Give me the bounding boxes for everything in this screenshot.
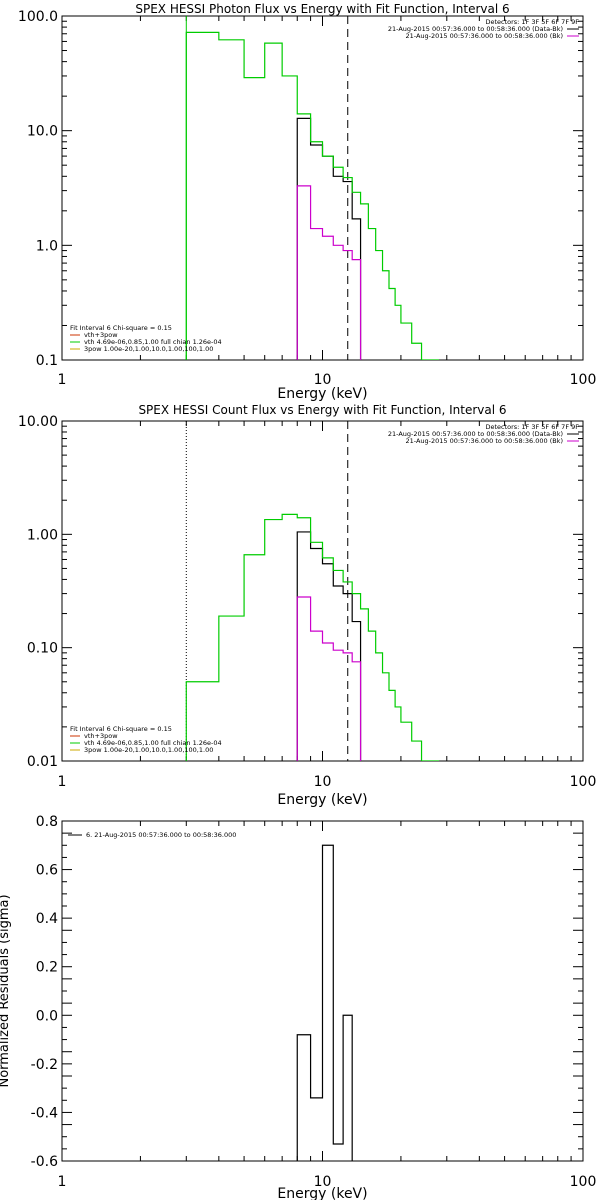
series-1-step-line bbox=[296, 531, 362, 761]
y-tick-label: -0.2 bbox=[31, 1057, 58, 1073]
chart-panel-1 bbox=[61, 15, 584, 361]
y-tick-label: 10.0 bbox=[27, 124, 58, 140]
y-tick-label: 0.0 bbox=[36, 1008, 58, 1024]
y-axis-label: Normalized Residuals (sigma) bbox=[0, 894, 12, 1087]
chart-title: SPEX HESSI Count Flux vs Energy with Fit… bbox=[138, 403, 506, 417]
y-tick-label: 1.00 bbox=[27, 527, 58, 543]
y-tick-label: 0.6 bbox=[36, 863, 58, 879]
x-tick-label: 1 bbox=[58, 774, 67, 790]
legend-entry: 21-Aug-2015 00:57:36.000 to 00:58:36.000… bbox=[388, 430, 563, 438]
legend-entry: vth+3pow bbox=[84, 331, 118, 339]
x-tick-label: 10 bbox=[314, 372, 332, 388]
series-3-step-line bbox=[296, 596, 362, 761]
y-tick-label: 0.01 bbox=[27, 754, 58, 770]
legend-entry: 3pow 1.00e-20,1.00,10.0,1.00,100,1.00 bbox=[84, 746, 213, 754]
x-tick-label: 100 bbox=[570, 372, 597, 388]
x-axis-label: Energy (keV) bbox=[277, 792, 367, 808]
series-2-step-line bbox=[185, 513, 439, 761]
y-tick-label: 100.0 bbox=[18, 9, 58, 25]
legend-entry: vth 4.69e-06,0.85,1.00 full chian 1.26e-… bbox=[84, 739, 222, 747]
y-tick-label: 0.10 bbox=[27, 641, 58, 657]
x-tick-label: 1 bbox=[58, 1174, 67, 1190]
legend-detectors: Detectors: 1F 3F 5F 6F 7F 9F bbox=[485, 18, 579, 26]
y-tick-label: -0.6 bbox=[31, 1154, 58, 1170]
series-group bbox=[296, 844, 353, 1161]
series-group bbox=[185, 31, 439, 360]
legend-entry: vth+3pow bbox=[84, 732, 118, 740]
chart-panel-3 bbox=[61, 820, 584, 1162]
legend-entry: 21-Aug-2015 00:57:36.000 to 00:58:36.000… bbox=[406, 437, 563, 445]
legend-entry: 21-Aug-2015 00:57:36.000 to 00:58:36.000… bbox=[388, 25, 563, 33]
plot-frame bbox=[61, 15, 584, 361]
legend-entry: 3pow 1.00e-20,1.00,10.0,1.00,100,1.00 bbox=[84, 345, 213, 353]
y-tick-label: 10.00 bbox=[18, 414, 58, 430]
series-group bbox=[185, 513, 439, 761]
y-tick-label: -0.4 bbox=[31, 1105, 58, 1121]
series-1-step-line bbox=[296, 844, 353, 1161]
legend-detectors: Detectors: 1F 3F 5F 6F 7F 9F bbox=[485, 423, 579, 431]
y-tick-label: 0.2 bbox=[36, 960, 58, 976]
y-tick-label: 0.4 bbox=[36, 911, 58, 927]
chart-title: SPEX HESSI Photon Flux vs Energy with Fi… bbox=[135, 2, 509, 16]
legend-entry: 21-Aug-2015 00:57:36.000 to 00:58:36.000… bbox=[406, 32, 563, 40]
legend-entry: vth 4.69e-06,0.85,1.00 full chian 1.26e-… bbox=[84, 338, 222, 346]
x-tick-label: 100 bbox=[570, 774, 597, 790]
x-tick-label: 1 bbox=[58, 372, 67, 388]
series-3-step-line bbox=[296, 185, 362, 360]
legend-fit-info: Fit Interval 6 Chi-square = 0.15 bbox=[70, 725, 172, 733]
x-tick-label: 100 bbox=[570, 1174, 597, 1190]
legend-fit-info: Fit Interval 6 Chi-square = 0.15 bbox=[70, 324, 172, 332]
x-tick-label: 10 bbox=[314, 1174, 332, 1190]
x-tick-label: 10 bbox=[314, 774, 332, 790]
plot-frame bbox=[61, 420, 584, 762]
y-tick-label: 1.0 bbox=[36, 238, 58, 254]
chart-panel-2 bbox=[61, 420, 584, 762]
series-2-step-line bbox=[185, 31, 439, 360]
x-axis-label: Energy (keV) bbox=[277, 386, 367, 402]
legend-entry: 6. 21-Aug-2015 00:57:36.000 to 00:58:36.… bbox=[86, 831, 236, 839]
series-1-step-line bbox=[296, 117, 362, 360]
y-tick-label: 0.1 bbox=[36, 353, 58, 369]
y-tick-label: 0.8 bbox=[36, 814, 58, 830]
x-axis-label: Energy (keV) bbox=[277, 1186, 367, 1200]
